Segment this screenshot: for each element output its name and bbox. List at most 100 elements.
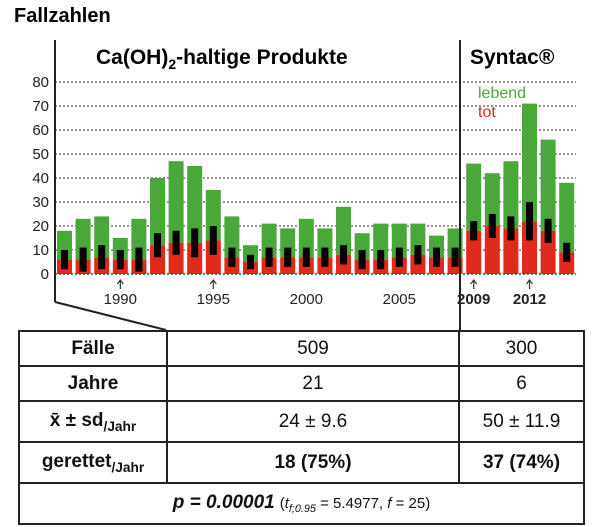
error-bar-1: [79, 247, 87, 272]
error-bar-20: [433, 247, 440, 267]
y-tick-40: 40: [32, 170, 49, 187]
bar-dead-6: [168, 242, 184, 274]
row-years: Jahre 21 6: [18, 365, 585, 402]
y-tick-70: 70: [32, 98, 49, 115]
y-tick-60: 60: [32, 122, 49, 139]
row-cases: Fälle 509 300: [18, 330, 585, 367]
y-tick-50: 50: [32, 146, 49, 163]
bar-live-1: [75, 218, 91, 260]
x-axis: 1990 1995 2000 2005 2009 2012: [55, 273, 576, 308]
y-tick-10: 10: [32, 242, 49, 259]
bar-live-11: [261, 223, 277, 258]
bar-live-18: [391, 223, 407, 258]
error-bar-16: [358, 250, 366, 270]
bar-live-13: [298, 218, 314, 258]
error-bar-8: [209, 226, 217, 255]
group1-bracket-line: [54, 301, 167, 330]
bar-live-20: [429, 235, 444, 258]
bar-dead-24: [503, 228, 519, 274]
error-bar-6: [172, 230, 180, 255]
error-bar-25: [526, 202, 533, 241]
x-tick-2005: 2005: [383, 291, 416, 308]
group2-title: Syntac®: [470, 46, 555, 69]
error-bar-0: [61, 250, 68, 270]
bar-live-26: [540, 139, 556, 231]
years-g2: 6: [458, 365, 585, 402]
error-bar-13: [302, 247, 310, 267]
error-bar-11: [265, 247, 273, 267]
error-bar-15: [340, 245, 347, 265]
y-tick-30: 30: [32, 194, 49, 211]
bar-live-16: [354, 233, 370, 260]
label-years: Jahre: [18, 365, 168, 402]
error-bar-24: [507, 216, 515, 241]
error-bar-10: [247, 254, 254, 270]
x-arrow-22: [470, 279, 478, 289]
legend-live: lebend: [478, 85, 526, 102]
error-bar-14: [321, 247, 329, 267]
mean-g2: 50 ± 11.9: [458, 400, 585, 443]
error-bar-17: [377, 250, 385, 270]
bar-dead-8: [205, 240, 221, 274]
x-tick-2012: 2012: [513, 291, 546, 308]
error-bar-5: [154, 233, 161, 258]
group1-title: Ca(OH)2-haltige Produkte: [96, 46, 348, 72]
bar-live-25: [522, 103, 537, 222]
row-pvalue: p = 0.00001 (tf;0.95 = 5.4977, f = 25): [18, 482, 585, 525]
error-bar-12: [284, 247, 292, 267]
error-bar-4: [135, 247, 143, 272]
x-tick-2000: 2000: [290, 291, 323, 308]
error-bar-9: [228, 247, 236, 267]
bar-live-2: [94, 216, 110, 258]
bar-live-19: [410, 223, 426, 255]
bar-live-3: [112, 238, 128, 260]
x-arrow-25: [526, 279, 533, 289]
mean-g1: 24 ± 9.6: [166, 400, 460, 443]
y-tick-0: 0: [41, 266, 49, 283]
chart-title: Fallzahlen: [14, 5, 111, 27]
x-tick-2009: 2009: [457, 291, 490, 308]
bar-dead-23: [484, 226, 500, 274]
bar-live-0: [57, 230, 72, 260]
bar-live-22: [466, 163, 482, 231]
bar-dead-25: [522, 221, 537, 274]
pvalue-cell: p = 0.00001 (tf;0.95 = 5.4977, f = 25): [18, 482, 585, 525]
bar-live-23: [484, 173, 500, 226]
label-saved: gerettet/Jahr: [18, 441, 168, 484]
y-axis: 0 10 20 30 40 50 60 70 80: [32, 74, 49, 283]
error-bar-26: [544, 218, 552, 243]
y-tick-20: 20: [32, 218, 49, 235]
row-saved: gerettet/Jahr 18 (75%) 37 (74%): [18, 441, 585, 484]
label-mean: x̄ ± sd/Jahr: [18, 400, 168, 443]
cases-g1: 509: [166, 330, 460, 367]
bar-live-7: [187, 166, 203, 243]
error-bar-18: [395, 247, 403, 267]
bar-live-21: [447, 228, 463, 258]
cases-g2: 300: [458, 330, 585, 367]
error-bar-7: [191, 228, 199, 258]
bar-live-24: [503, 161, 519, 229]
error-bar-2: [98, 245, 106, 270]
x-arrow-3: [116, 279, 124, 289]
bar-live-8: [205, 190, 221, 241]
bar-live-15: [336, 206, 351, 255]
bar-dead-22: [466, 230, 482, 274]
bar-live-9: [224, 216, 240, 258]
pvalue: p = 0.00001: [172, 492, 275, 513]
bar-live-6: [168, 161, 184, 243]
error-bar-22: [470, 221, 478, 241]
bar-live-10: [243, 245, 258, 262]
bar-dead-5: [150, 245, 165, 274]
x-arrow-8: [209, 279, 217, 289]
x-tick-1990: 1990: [104, 291, 137, 308]
error-bar-23: [488, 214, 496, 238]
saved-g1: 18 (75%): [166, 441, 460, 484]
legend-dead: tot: [478, 104, 496, 121]
bar-live-17: [373, 223, 389, 260]
bar-series: [57, 103, 575, 274]
bar-dead-26: [540, 230, 556, 274]
label-cases: Fälle: [18, 330, 168, 367]
years-g1: 21: [166, 365, 460, 402]
bar-live-4: [131, 218, 147, 260]
bar-live-5: [150, 178, 165, 246]
